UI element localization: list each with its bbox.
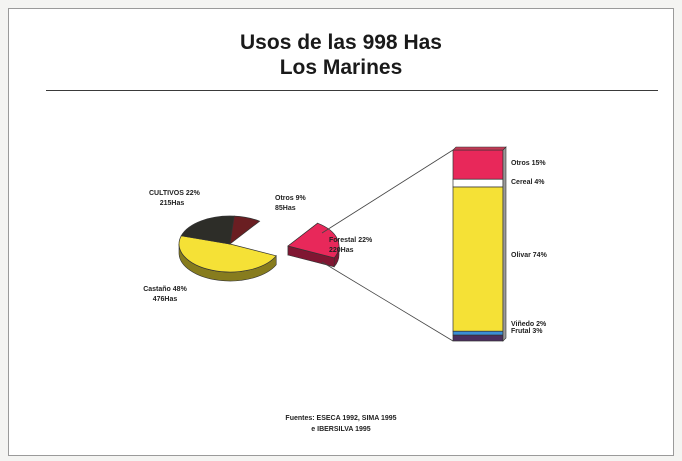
page-title: Usos de las 998 Has Los Marines bbox=[0, 30, 682, 80]
slice-pct: 22% bbox=[185, 190, 200, 197]
slice-pct: 48% bbox=[172, 286, 187, 293]
title-line-2: Los Marines bbox=[279, 56, 403, 79]
pie-slice-otros bbox=[229, 215, 261, 245]
pie-label-forestal: Forestal 22% 220Has bbox=[329, 236, 372, 256]
bar-top bbox=[452, 146, 507, 151]
slide-frame bbox=[8, 8, 674, 456]
bar-label-vinedo: Viñedo 2% bbox=[511, 321, 547, 328]
pie-label-castano: Castaño 48% 476Has bbox=[142, 285, 188, 305]
slice-has: 85Has bbox=[275, 205, 296, 212]
bar-segment-viñedo bbox=[452, 330, 504, 336]
connector-line-top bbox=[321, 149, 454, 234]
pie-label-cultivos: CULTIVOS 22% 215Has bbox=[149, 189, 200, 209]
slice-name: Otros bbox=[275, 195, 294, 202]
slice-name: Forestal bbox=[329, 237, 357, 244]
sources-note: Fuentes: ESECA 1992, SIMA 1995 e IBERSIL… bbox=[0, 413, 682, 435]
bar-segment-cereal bbox=[452, 178, 504, 188]
bar-label-frutal: Frutal 3% bbox=[511, 328, 543, 335]
bar-label-olivar: Olivar 74% bbox=[511, 252, 547, 259]
slice-has: 220Has bbox=[329, 247, 354, 254]
pie-slice-forestal bbox=[287, 222, 340, 259]
slice-name: CULTIVOS bbox=[149, 190, 184, 197]
bar-label-otros: Otros 15% bbox=[511, 160, 546, 167]
pie-slice-castaño bbox=[178, 235, 277, 273]
bar-side bbox=[502, 146, 507, 342]
bar-segment-otros bbox=[452, 149, 504, 180]
title-divider bbox=[46, 90, 658, 91]
title-line-1: Usos de las 998 Has bbox=[240, 31, 442, 54]
slice-has: 215Has bbox=[159, 200, 185, 207]
slice-has: 476Has bbox=[152, 296, 178, 303]
slice-pct: 9% bbox=[295, 195, 306, 202]
slice-pct: 22% bbox=[358, 237, 373, 244]
bar-segment-olivar bbox=[452, 186, 504, 332]
sources-line-1: Fuentes: ESECA 1992, SIMA 1995 bbox=[285, 415, 397, 422]
pie-label-otros: Otros 9% 85Has bbox=[275, 194, 306, 214]
bar-segment-frutal bbox=[452, 334, 504, 342]
bar-label-cereal: Cereal 4% bbox=[511, 179, 545, 186]
pie-slice-cultivos bbox=[180, 215, 235, 245]
slice-name: Castaño bbox=[143, 286, 171, 293]
connector-line-bottom bbox=[321, 261, 454, 342]
sources-line-2: e IBERSILVA 1995 bbox=[311, 426, 371, 433]
